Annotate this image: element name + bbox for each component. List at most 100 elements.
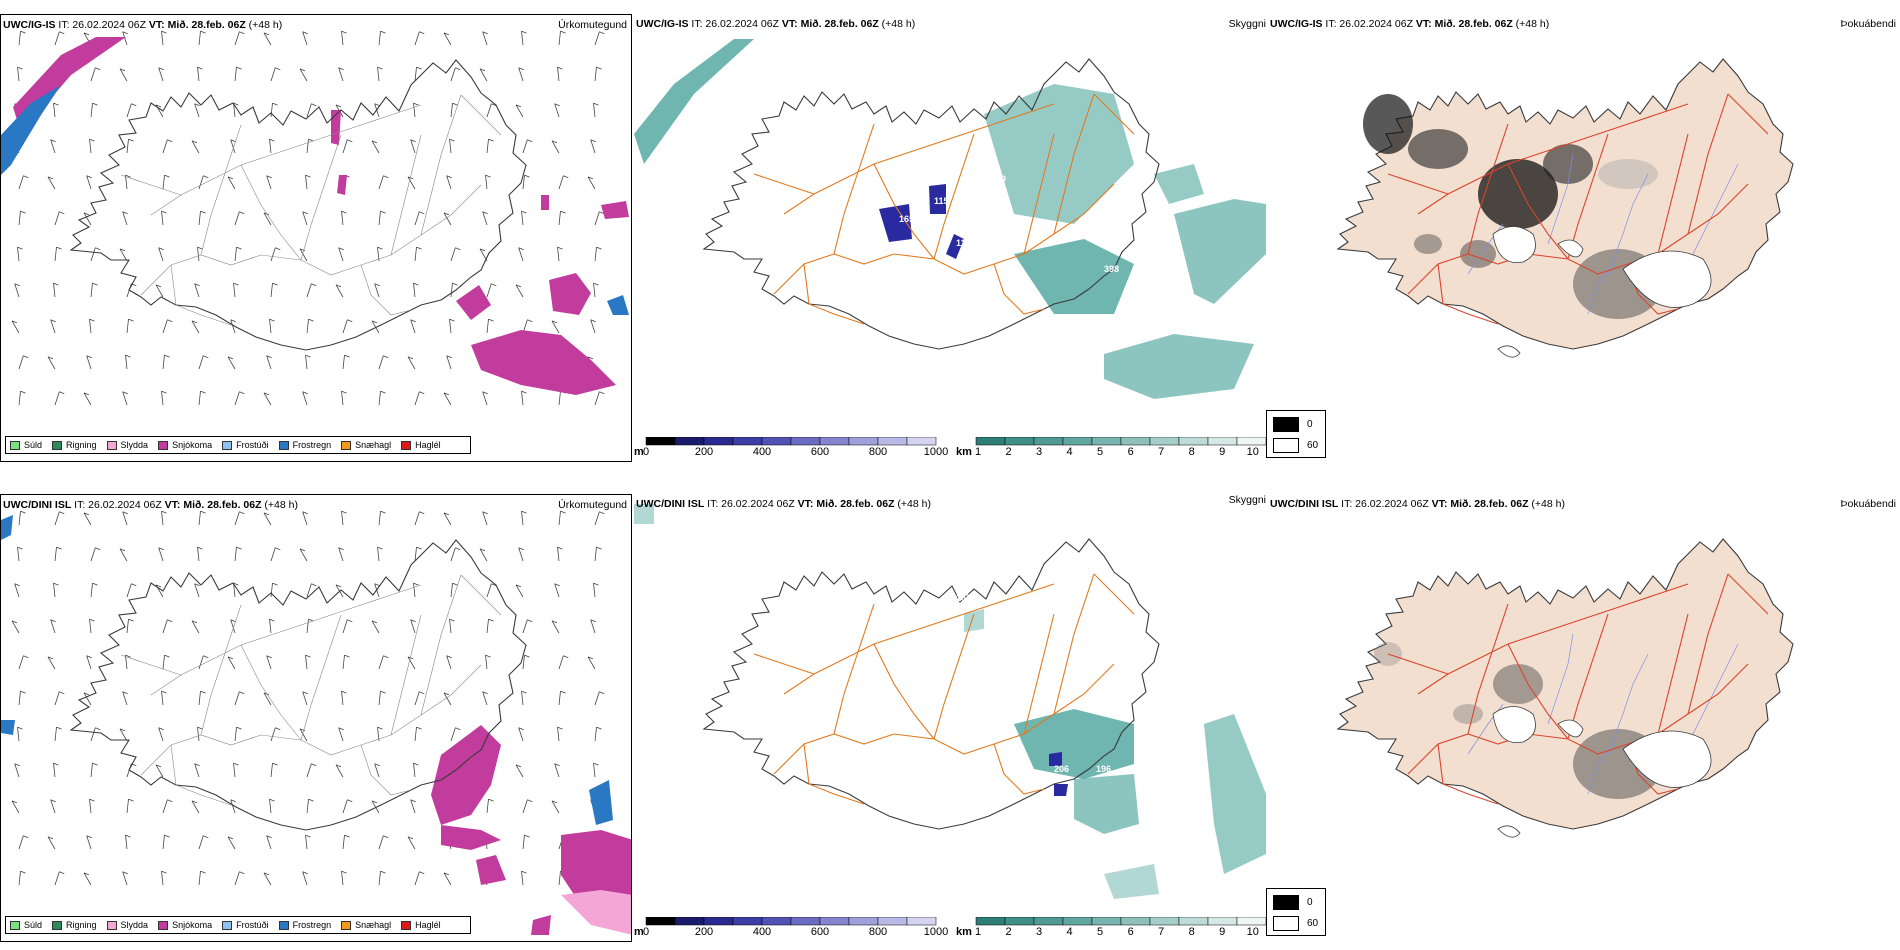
low-cloud-area: [1049, 752, 1062, 766]
colorbar-tick-label: 600: [810, 926, 830, 938]
panel-title: UWC/IG-IS IT: 26.02.2024 06Z VT: Mið. 28…: [636, 18, 916, 30]
cloud-base-value-label: 206: [1054, 764, 1069, 774]
freezing-rain-area: [1, 720, 15, 735]
legend-label: Frostregn: [292, 440, 332, 450]
fog-dark-swatch: [1273, 895, 1299, 910]
sleet-area: [561, 890, 631, 935]
fog-light-swatch: [1273, 438, 1299, 453]
legend-label: Slydda: [120, 440, 149, 450]
freezing-rain-area: [1, 515, 13, 540]
legend-item: Snjókoma: [158, 440, 212, 450]
snow-area: [331, 110, 341, 145]
iceland-coastline: [69, 539, 527, 831]
road-network: [120, 574, 502, 806]
cloud-base-value-label: 167: [956, 593, 971, 603]
legend-label: Frostúði: [236, 440, 269, 450]
road-network: [1387, 93, 1769, 325]
legend-swatch: [278, 920, 289, 930]
fog-light-swatch: [1273, 916, 1299, 931]
colorbar-tick-label: 200: [694, 446, 714, 458]
cloud-base-value-label: 165: [899, 214, 914, 224]
colorbar-tick-label: 1000: [923, 926, 949, 938]
colorbar-tick-label: 0: [642, 926, 650, 938]
visibility-area: [1104, 864, 1159, 899]
snow-area: [471, 330, 616, 395]
visibility-area: [964, 609, 984, 632]
wind-barbs: [11, 30, 605, 406]
legend-label: Slydda: [120, 920, 149, 930]
legend-item: Frostúði: [222, 920, 269, 930]
wind-barbs: [11, 510, 605, 886]
glacier-outlines: [1492, 706, 1712, 838]
legend-swatch: [222, 440, 233, 450]
snow-area: [531, 915, 551, 935]
visibility-area: [1014, 709, 1134, 779]
cloud-base-labels: 165 115 117 10 398: [899, 174, 1119, 274]
legend-swatch: [222, 920, 233, 930]
legend-item: Haglél: [401, 920, 441, 930]
precip-type-map-panel: UWC/IG-IS IT: 26.02.2024 06Z VT: Mið. 28…: [0, 14, 632, 462]
legend-label: Frostregn: [292, 920, 332, 930]
legend-item: Frostregn: [278, 920, 332, 930]
legend-swatch: [341, 440, 352, 450]
colorbar-unit: km: [956, 446, 972, 458]
colorbar-tick-label: 9: [1219, 446, 1226, 458]
low-cloud-area: [946, 234, 964, 259]
legend-item: Snæhagl: [341, 440, 391, 450]
snow-area: [441, 825, 501, 850]
legend-label: Rigning: [66, 440, 97, 450]
cloud-base-labels: 167 206 196 94: [956, 593, 1111, 808]
panel-title: UWC/DINI ISL IT: 26.02.2024 06Z VT: Mið.…: [636, 498, 931, 510]
fog-indicator-map: [1336, 58, 1794, 358]
colorbar-tick-label: 400: [752, 926, 772, 938]
panel-variable-label: Úrkomutegund: [558, 499, 627, 511]
colorbar-tick-label: 7: [1158, 926, 1165, 938]
cloud-base-value-label: 94: [1062, 798, 1072, 808]
panel-title: UWC/IG-IS IT: 26.02.2024 06Z VT: Mið. 28…: [3, 19, 283, 31]
colorbar-tick-label: 1000: [923, 446, 949, 458]
legend-label: Frostúði: [236, 920, 269, 930]
colorbar-tick-label: 200: [694, 926, 714, 938]
iceland-coastline: [702, 58, 1160, 350]
road-network: [753, 93, 1135, 325]
panel-title: UWC/IG-IS IT: 26.02.2024 06Z VT: Mið. 28…: [1270, 18, 1550, 30]
legend-swatch: [401, 920, 412, 930]
precip-map: [1, 510, 631, 935]
snow-area: [601, 201, 629, 219]
cloud-base-colorbar: m 0 200 400 600 800 1000: [634, 917, 948, 941]
legend-swatch: [106, 440, 117, 450]
panel-title: UWC/DINI ISL IT: 26.02.2024 06Z VT: Mið.…: [3, 499, 298, 511]
low-cloud-area: [879, 204, 912, 242]
cloud-base-value-label: 10: [996, 174, 1006, 184]
iceland-coastline: [69, 59, 527, 351]
colorbar-scale: [645, 437, 937, 446]
colorbar-scale: [975, 437, 1266, 446]
low-cloud-area: [1054, 784, 1068, 796]
snow-area: [561, 830, 631, 905]
legend-item: Frostúði: [222, 440, 269, 450]
glacier-outlines: [1492, 226, 1712, 358]
colorbar-tick-label: 400: [752, 446, 772, 458]
cloud-base-value-label: 398: [1104, 264, 1119, 274]
cloud-base-value-label: 115: [934, 196, 949, 206]
panel-variable-label: Þokuábendi: [1840, 498, 1896, 510]
colorbar-tick-label: 4: [1066, 446, 1073, 458]
panel-variable-label: Úrkomutegund: [558, 19, 627, 31]
colorbar-tick-label: 8: [1188, 926, 1195, 938]
legend-label: Súld: [24, 440, 43, 450]
legend-item: Haglél: [401, 440, 441, 450]
visibility-area: [1204, 714, 1266, 874]
low-cloud-area: [929, 184, 946, 214]
cloud-base-colorbar: m 0 200 400 600 800 1000: [634, 437, 948, 461]
legend-swatch: [278, 440, 289, 450]
visibility-area: [1174, 199, 1266, 304]
colorbar-tick-label: 4: [1066, 926, 1073, 938]
visibility-area: [1104, 334, 1254, 399]
legend-label: Haglél: [415, 920, 441, 930]
legend-label: Rigning: [66, 920, 97, 930]
legend-item: Slydda: [106, 440, 149, 450]
colorbar-tick-label: 1: [974, 446, 982, 458]
fog-scale-light-value: 60: [1307, 440, 1319, 451]
colorbar-tick-label: 10: [1246, 926, 1259, 938]
snow-area: [431, 725, 501, 825]
